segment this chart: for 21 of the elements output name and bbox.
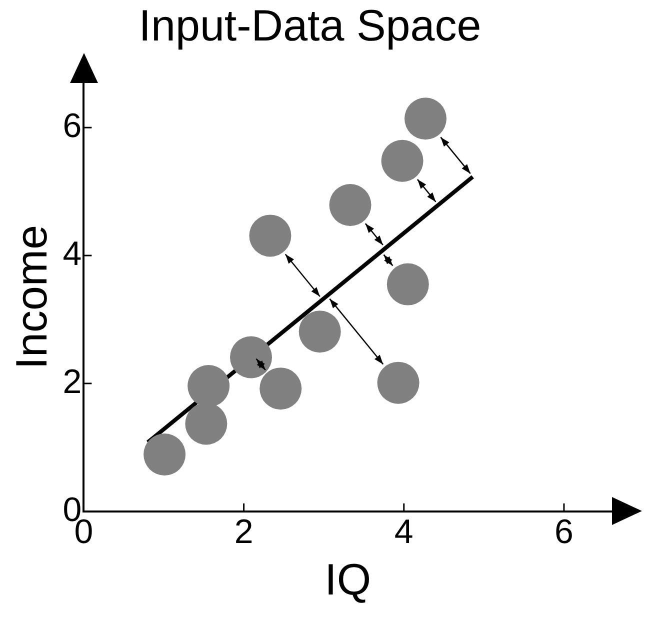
chart-title: Input-Data Space (138, 2, 482, 51)
point (249, 214, 292, 257)
point (404, 98, 446, 140)
y-axis-title: Income (8, 224, 57, 370)
y-tick-label: 4 (62, 234, 82, 273)
point (144, 433, 186, 476)
y-tick-label: 6 (62, 106, 82, 145)
point (185, 402, 228, 445)
x-axis-title: IQ (324, 556, 372, 605)
x-tick-label: 2 (234, 513, 254, 552)
point (377, 362, 420, 404)
x-tick-label: 4 (394, 513, 414, 552)
point (329, 184, 372, 226)
point (230, 336, 272, 378)
point (188, 365, 230, 408)
point (381, 140, 424, 182)
y-tick-label: 2 (62, 362, 82, 401)
point (298, 310, 341, 353)
x-tick-label: 6 (554, 513, 574, 552)
point (260, 368, 302, 410)
point (386, 263, 429, 306)
